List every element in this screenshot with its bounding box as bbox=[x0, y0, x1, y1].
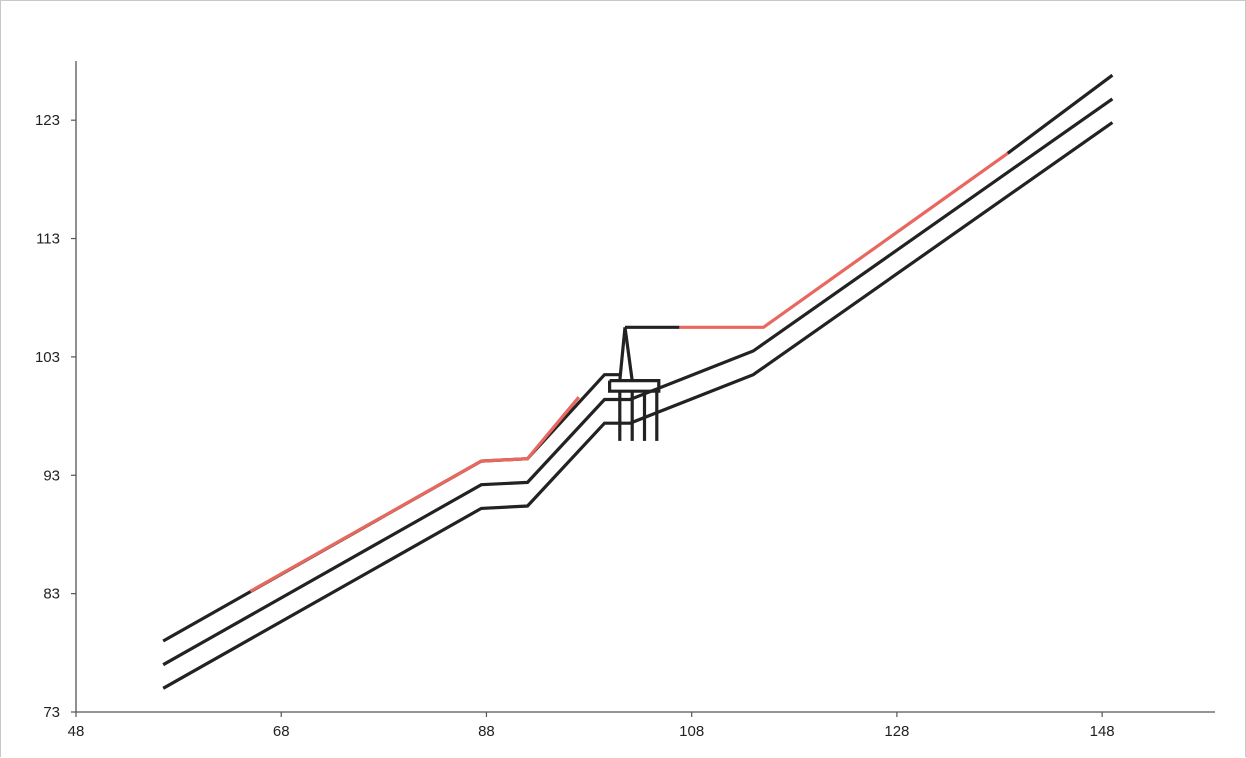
y-tick-label: 113 bbox=[36, 231, 60, 248]
series-line-3 bbox=[162, 121, 1114, 690]
y-tick-label: 103 bbox=[35, 349, 60, 366]
x-tick-label: 108 bbox=[679, 723, 704, 740]
series-line-5 bbox=[1006, 73, 1114, 155]
series-line-9 bbox=[623, 327, 634, 381]
x-tick-label: 88 bbox=[478, 723, 495, 740]
plot-area bbox=[162, 73, 1114, 690]
y-tick-label: 123 bbox=[35, 112, 60, 129]
series-line-10 bbox=[607, 379, 661, 393]
x-tick-label: 128 bbox=[884, 723, 909, 740]
series-line-8 bbox=[618, 327, 627, 381]
ticks: 48 68 88 108 128 148 73 83 93 103 113 123 bbox=[35, 112, 1115, 740]
x-tick-label: 68 bbox=[273, 723, 290, 740]
x-tick-label: 148 bbox=[1090, 723, 1115, 740]
y-tick-label: 83 bbox=[43, 586, 60, 603]
series-line-6 bbox=[249, 396, 581, 593]
series-line-7 bbox=[679, 151, 1009, 329]
axes bbox=[75, 61, 1215, 713]
x-tick-label: 48 bbox=[68, 723, 85, 740]
series-line-1 bbox=[162, 373, 620, 643]
series-line-2 bbox=[162, 97, 1114, 667]
y-tick-label: 73 bbox=[43, 704, 60, 721]
y-tick-label: 93 bbox=[43, 467, 60, 484]
